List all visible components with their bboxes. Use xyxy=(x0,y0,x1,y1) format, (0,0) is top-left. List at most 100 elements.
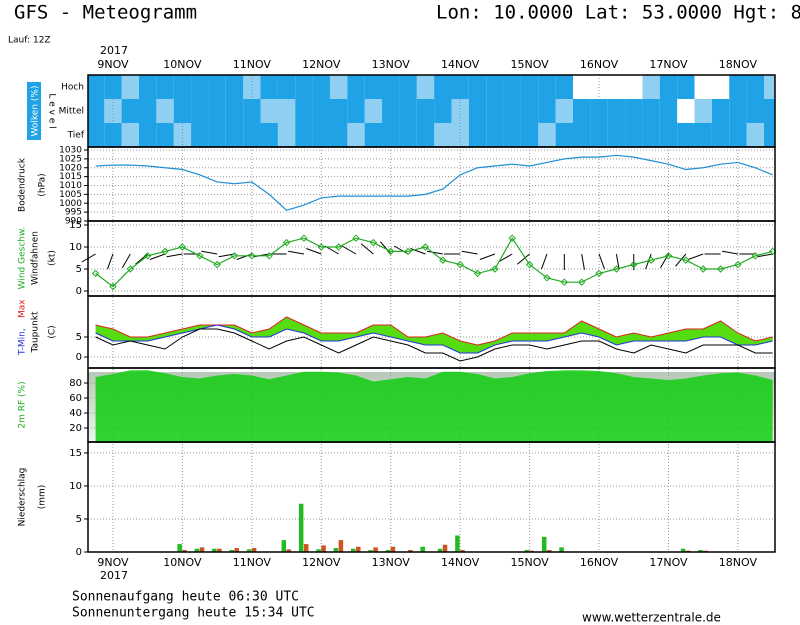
marker xyxy=(317,243,325,251)
line xyxy=(95,237,773,288)
marker xyxy=(369,238,378,247)
cloud-cell xyxy=(416,123,435,147)
y-tick-label: 1010 xyxy=(59,181,82,191)
marker xyxy=(612,265,621,273)
wind-barb xyxy=(426,250,443,255)
marker xyxy=(699,265,707,273)
cloud-cell xyxy=(451,123,469,147)
marker xyxy=(491,265,499,273)
cloud-cell xyxy=(711,123,730,147)
marker xyxy=(664,252,673,260)
cloud-cell xyxy=(659,99,678,123)
bar xyxy=(234,548,239,552)
bar xyxy=(680,548,686,552)
wind-barb xyxy=(541,253,548,270)
panel-unit: (kt) xyxy=(48,250,58,266)
panel-frame xyxy=(87,146,776,222)
marker xyxy=(421,243,430,251)
cloud-cell xyxy=(746,123,764,147)
year: 2017 xyxy=(100,44,128,57)
level-label: Mittel xyxy=(59,107,84,117)
marker xyxy=(352,234,360,242)
marker xyxy=(473,269,482,278)
cloud-cell xyxy=(312,123,330,147)
marker xyxy=(91,269,100,278)
cloud-cell xyxy=(503,75,521,99)
cloud-cell xyxy=(711,99,730,123)
cloud-cell xyxy=(538,99,556,123)
marker xyxy=(161,247,169,256)
cloud-cell xyxy=(88,75,105,99)
cloud-cell xyxy=(347,99,365,123)
bar xyxy=(420,546,425,552)
cloud-cell xyxy=(486,123,504,147)
wind-barb xyxy=(380,241,392,255)
cloud-cell xyxy=(520,99,539,123)
bar xyxy=(321,545,326,552)
wind-barb xyxy=(615,253,620,270)
cloud-cell xyxy=(139,75,157,99)
sunrise: Sonnenaufgang heute 06:30 UTC xyxy=(72,590,299,605)
date-label: 16NOV xyxy=(580,58,619,71)
date-label: 18NOV xyxy=(719,58,758,71)
bar xyxy=(182,550,187,552)
y-tick-label: 990 xyxy=(65,217,82,227)
date-label: 12NOV xyxy=(302,58,341,71)
bar xyxy=(455,535,460,552)
line xyxy=(95,328,773,362)
location: Lon: 10.0000 Lat: 53.0000 Hgt: 8 xyxy=(436,2,800,24)
marker xyxy=(543,274,551,282)
bar xyxy=(373,547,378,552)
line xyxy=(95,324,773,354)
date-label: 13NOV xyxy=(372,556,411,569)
cloud-cell xyxy=(260,99,278,123)
bar xyxy=(217,548,222,552)
y-tick-label: 995 xyxy=(65,208,82,218)
wind-barb xyxy=(107,253,114,270)
date-label: 18NOV xyxy=(719,556,758,569)
wind-barb xyxy=(675,253,687,267)
bar xyxy=(212,548,217,552)
panel-label: Max xyxy=(18,299,28,318)
cloud-cell xyxy=(156,99,174,123)
wind-barb xyxy=(288,250,305,255)
marker xyxy=(560,278,569,286)
y-tick-label: 10 xyxy=(69,481,82,492)
cloud-cell xyxy=(642,99,660,123)
cloud-cell xyxy=(573,123,591,147)
wind-barb xyxy=(581,253,585,270)
cloud-cell xyxy=(191,99,209,123)
marker xyxy=(126,265,135,273)
y-tick-label: 1025 xyxy=(59,154,82,164)
cloud-cell xyxy=(329,123,348,147)
cloud-cell xyxy=(555,123,573,147)
cloud-cell xyxy=(88,123,105,147)
y-tick-label: 10 xyxy=(69,242,82,253)
wind-barb xyxy=(598,253,605,270)
cloud-cell xyxy=(642,75,660,99)
bar xyxy=(338,540,344,552)
panel-unit: (hPa) xyxy=(38,173,48,196)
marker xyxy=(525,260,534,269)
cloud-cell xyxy=(416,99,435,123)
cloud-cell xyxy=(121,75,139,99)
y-tick-label: 80 xyxy=(69,378,82,389)
cloud-cell xyxy=(677,99,694,123)
bar xyxy=(356,546,361,552)
cloud-cell xyxy=(364,99,383,123)
marker xyxy=(282,238,291,247)
date-label: 10NOV xyxy=(163,556,202,569)
bar xyxy=(546,550,552,552)
cloud-cell xyxy=(208,99,226,123)
cloud-cell xyxy=(434,75,452,99)
cloud-cell xyxy=(555,75,573,99)
panel-label: Taupunkt xyxy=(31,311,41,354)
cloud-cell xyxy=(573,99,591,123)
y-tick-label: 20 xyxy=(69,423,82,434)
bar xyxy=(368,550,373,552)
date-label: 14NOV xyxy=(441,556,480,569)
marker xyxy=(439,256,447,264)
wind-barb xyxy=(135,253,149,265)
cloud-cell xyxy=(486,75,504,99)
cloud-cell xyxy=(173,99,192,123)
